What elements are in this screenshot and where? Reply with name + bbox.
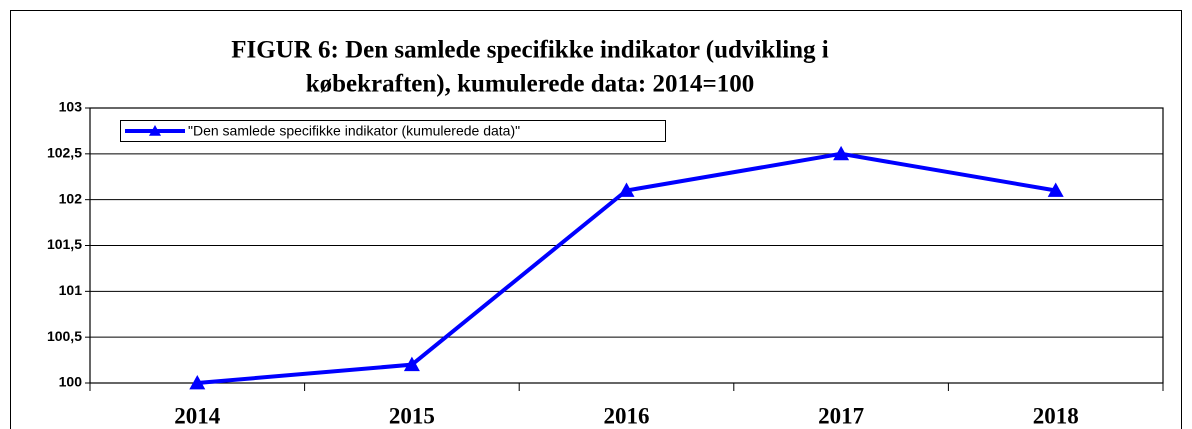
legend-box: [120, 120, 666, 142]
y-tick-label: 100: [59, 374, 83, 390]
legend-label: "Den samlede specifikke indikator (kumul…: [188, 123, 520, 139]
y-tick-label: 101: [59, 282, 83, 298]
marker: [1047, 182, 1064, 197]
y-tick-label: 103: [59, 99, 83, 115]
plot-area: [89, 107, 1164, 384]
x-tick-label: 2015: [389, 403, 435, 428]
y-tick-label: 102: [59, 190, 83, 206]
marker: [189, 375, 206, 390]
chart-frame: [10, 10, 1182, 429]
chart-title: FIGUR 6: Den samlede specifikke indikato…: [231, 37, 829, 64]
y-tick-label: 102,5: [47, 145, 82, 161]
marker: [833, 145, 850, 161]
x-tick-label: 2017: [818, 403, 864, 428]
marker: [618, 182, 635, 197]
x-tick-label: 2018: [1033, 403, 1079, 428]
y-tick-label: 101,5: [47, 236, 82, 252]
x-tick-label: 2016: [604, 403, 650, 428]
legend-marker: [149, 125, 161, 136]
y-tick-label: 100,5: [47, 328, 82, 344]
marker: [403, 356, 420, 372]
chart-title: købekraften), kumulerede data: 2014=100: [306, 71, 755, 98]
x-tick-label: 2014: [174, 403, 221, 428]
